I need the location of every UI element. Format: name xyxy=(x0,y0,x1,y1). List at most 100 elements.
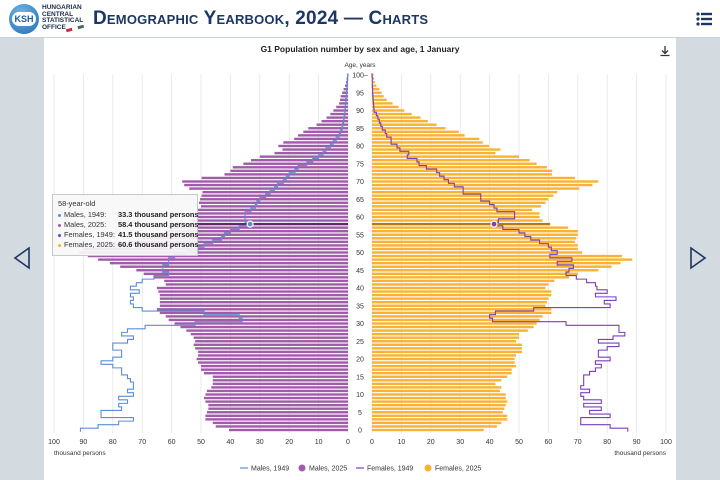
female-2025-bar xyxy=(372,201,546,204)
hover-marker xyxy=(490,220,498,228)
female-2025-bar xyxy=(372,116,421,119)
female-2025-bar xyxy=(372,109,405,112)
male-2025-bar xyxy=(340,98,348,102)
male-2025-bar xyxy=(224,173,348,176)
x-tick-label: 80 xyxy=(603,439,611,446)
female-2025-bar xyxy=(372,286,546,290)
male-2025-bar xyxy=(336,105,348,109)
female-2025-bar xyxy=(372,151,496,155)
legend-label: Females, 1949 xyxy=(367,466,413,473)
male-2025-bar xyxy=(206,411,348,414)
male-2025-bar xyxy=(198,350,348,354)
female-2025-bar xyxy=(372,166,547,169)
female-2025-bar xyxy=(372,269,599,272)
male-2025-bar xyxy=(298,134,348,137)
age-tick-label: 80 xyxy=(356,144,364,151)
ksh-logo[interactable]: KSH xyxy=(9,4,39,34)
chevron-left-icon[interactable] xyxy=(12,246,32,270)
y-axis-label: Age, years xyxy=(344,62,376,69)
age-tick-label: 5 xyxy=(358,410,362,417)
age-tick-label: 100– xyxy=(352,73,368,80)
legend-label: Males, 1949 xyxy=(251,466,289,473)
male-2025-bar xyxy=(294,137,348,141)
female-2025-bar xyxy=(372,159,530,162)
download-icon[interactable] xyxy=(659,45,671,57)
age-tick-label: 90 xyxy=(356,108,364,115)
female-2025-bar xyxy=(372,357,515,361)
hamburger-menu-icon[interactable] xyxy=(696,11,712,27)
x-tick-label: 20 xyxy=(427,439,435,446)
male-2025-bar xyxy=(195,340,348,343)
male-2025-bar xyxy=(176,222,348,226)
legend-item-females-2025: Females, 2025 xyxy=(424,464,481,473)
male-2025-bar xyxy=(326,116,348,119)
female-2025-bar xyxy=(372,361,515,364)
female-2025-bar xyxy=(372,226,569,229)
male-2025-bar xyxy=(203,372,348,375)
org-name-line: OFFICE xyxy=(42,23,66,31)
male-2025-bar xyxy=(198,354,348,357)
male-2025-bar xyxy=(259,155,348,158)
male-2025-bar xyxy=(282,148,348,151)
female-2025-bar xyxy=(372,219,543,222)
female-2025-bar xyxy=(372,318,540,322)
male-2025-bar xyxy=(243,162,348,165)
female-2025-bar xyxy=(372,127,446,130)
legend-item-males-2025: Males, 2025 xyxy=(298,464,347,473)
female-2025-bar xyxy=(372,240,575,244)
female-2025-bar xyxy=(372,233,578,236)
male-2025-bar xyxy=(159,301,348,304)
female-2025-bar xyxy=(372,84,377,87)
male-2025-bar xyxy=(143,272,348,275)
series-dot xyxy=(58,233,61,237)
male-2025-bar xyxy=(193,336,348,339)
female-2025-bar xyxy=(372,180,599,183)
female-2025-bar xyxy=(372,95,384,98)
female-2025-bar xyxy=(372,428,484,432)
female-2025-bar xyxy=(372,190,558,194)
male-2025-bar xyxy=(201,368,348,371)
male-2025-bar xyxy=(201,176,348,180)
female-2025-bar xyxy=(372,396,506,400)
org-name: HUNGARIAN CENTRAL STATISTICAL OFFICE xyxy=(42,4,92,31)
male-2025-bar xyxy=(345,84,348,87)
female-2025-bar xyxy=(372,237,577,240)
female-2025-bar xyxy=(372,315,543,318)
male-2025-bar xyxy=(206,389,348,393)
female-2025-bar xyxy=(372,343,522,346)
legend-label: Females, 2025 xyxy=(435,466,481,473)
female-2025-bar xyxy=(372,258,633,261)
x-tick-label: 100 xyxy=(660,439,672,446)
male-2025-bar xyxy=(168,318,348,322)
male-2025-bar xyxy=(184,183,348,187)
female-2025-bar xyxy=(372,141,483,144)
male-2025-bar xyxy=(201,194,348,197)
male-2025-bar xyxy=(278,144,348,148)
male-2025-bar xyxy=(109,261,348,265)
female-2025-bar xyxy=(372,322,537,325)
age-tick-label: 85 xyxy=(356,126,364,133)
page-title: Demographic Yearbook, 2024 — Charts xyxy=(93,8,429,29)
male-2025-bar xyxy=(120,265,349,268)
x-tick-label: 20 xyxy=(285,439,293,446)
female-2025-bar xyxy=(372,137,480,141)
legend-label: Males, 2025 xyxy=(309,466,347,473)
male-2025-bar xyxy=(165,315,348,318)
female-2025-bar xyxy=(372,400,508,403)
series-dot xyxy=(58,243,61,247)
female-2025-bar xyxy=(372,247,578,251)
logo-text: KSH xyxy=(12,12,36,26)
male-2025-bar xyxy=(203,396,348,400)
female-2025-bar xyxy=(372,254,622,258)
age-tick-label: 15 xyxy=(356,374,364,381)
legend-marker xyxy=(298,464,306,472)
x-tick-label: 80 xyxy=(109,439,117,446)
female-2025-bar xyxy=(372,251,583,254)
x-tick-label: 40 xyxy=(486,439,494,446)
male-2025-bar xyxy=(228,428,348,432)
chevron-right-icon[interactable] xyxy=(688,246,708,270)
female-2025-bar xyxy=(372,297,549,300)
x-tick-label: 30 xyxy=(456,439,464,446)
x-tick-label: 90 xyxy=(633,439,641,446)
female-2025-bar xyxy=(372,112,412,116)
